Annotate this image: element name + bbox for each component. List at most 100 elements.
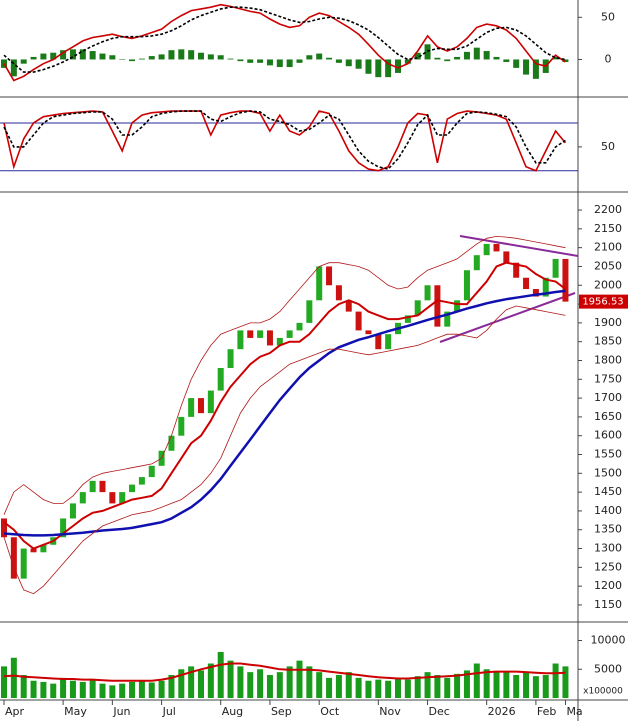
- bar: [148, 682, 155, 698]
- bar: [129, 59, 136, 62]
- bar: [414, 676, 421, 698]
- bar: [296, 59, 303, 63]
- x-tick-label: Aug: [222, 705, 243, 718]
- y-tick-label: 1600: [594, 429, 622, 442]
- candle: [326, 266, 333, 286]
- candle: [217, 368, 224, 391]
- bar: [483, 669, 490, 698]
- bar: [237, 666, 244, 698]
- bar: [69, 49, 76, 60]
- candle: [375, 334, 382, 350]
- candle: [404, 315, 411, 323]
- candle: [178, 416, 185, 436]
- bar: [257, 59, 264, 63]
- candle: [473, 255, 480, 271]
- bar: [444, 59, 451, 62]
- last-price-box: [579, 294, 628, 309]
- bar: [316, 672, 323, 698]
- bar: [424, 672, 431, 698]
- bar: [414, 52, 421, 60]
- bar: [463, 51, 470, 60]
- y-tick-label: 1150: [594, 598, 622, 611]
- y-tick-label: 1850: [594, 335, 622, 348]
- x-tick-label: 2026: [488, 705, 516, 718]
- candle: [542, 277, 549, 297]
- bar: [523, 59, 530, 75]
- bar: [79, 681, 86, 698]
- bar: [99, 683, 106, 698]
- candle: [266, 330, 273, 346]
- line: [3, 110, 566, 170]
- bar: [1, 666, 7, 698]
- candle: [79, 492, 86, 504]
- y-tick-label: 2000: [594, 278, 622, 291]
- bar: [168, 50, 175, 60]
- bar: [523, 672, 530, 698]
- candle: [148, 465, 155, 478]
- candle: [552, 258, 559, 278]
- line: [3, 305, 566, 595]
- bar: [306, 666, 313, 698]
- bar: [552, 56, 559, 60]
- y-tick-label: 2200: [594, 203, 622, 216]
- x-tick-label: Nov: [379, 705, 401, 718]
- bar: [444, 677, 451, 698]
- bar: [50, 683, 57, 698]
- bar: [30, 680, 37, 698]
- y-tick-label: 0: [605, 52, 612, 65]
- candle: [414, 300, 421, 316]
- bar: [89, 679, 96, 698]
- candle: [532, 289, 539, 297]
- bar: [207, 54, 214, 60]
- candle: [503, 251, 510, 263]
- candle: [434, 285, 441, 327]
- bar: [503, 672, 510, 698]
- bar: [404, 59, 411, 64]
- y-tick-label: 1650: [594, 410, 622, 423]
- bar: [286, 59, 293, 68]
- bar: [552, 663, 559, 698]
- bar: [454, 673, 461, 698]
- candle: [188, 398, 195, 417]
- bar: [385, 680, 392, 698]
- x-tick-label: Jul: [162, 705, 176, 718]
- bar: [286, 666, 293, 698]
- y-tick-label: 1200: [594, 579, 622, 592]
- y-tick-label: 2150: [594, 222, 622, 235]
- bar: [138, 58, 145, 60]
- bar: [10, 657, 17, 698]
- bar: [50, 52, 57, 60]
- bar: [30, 56, 37, 60]
- bar: [266, 675, 273, 698]
- line: [3, 3, 566, 82]
- y-tick-label: 1500: [594, 466, 622, 479]
- bar: [503, 59, 510, 62]
- bar: [60, 677, 67, 698]
- candle: [10, 537, 17, 579]
- y-tick-label: 50: [601, 10, 615, 23]
- bar: [109, 685, 116, 698]
- bar: [345, 59, 352, 67]
- candle: [198, 398, 204, 414]
- candle: [562, 258, 569, 302]
- bar: [395, 677, 401, 698]
- bar: [207, 663, 214, 698]
- bar: [20, 59, 27, 64]
- candle: [454, 300, 461, 312]
- bar: [266, 59, 273, 66]
- bar: [562, 666, 569, 698]
- bar: [424, 44, 431, 60]
- candle: [119, 492, 126, 504]
- x-tick-label: Ma: [566, 705, 582, 718]
- bar: [40, 53, 47, 60]
- bar: [158, 680, 165, 698]
- last-price-label: 1956.53: [582, 297, 623, 308]
- bar: [483, 51, 490, 60]
- bar: [345, 672, 352, 698]
- y-tick-label: 5000: [594, 662, 622, 675]
- bar: [276, 59, 283, 68]
- y-tick-label: 1350: [594, 523, 622, 536]
- bar: [454, 56, 461, 60]
- bar: [375, 679, 382, 698]
